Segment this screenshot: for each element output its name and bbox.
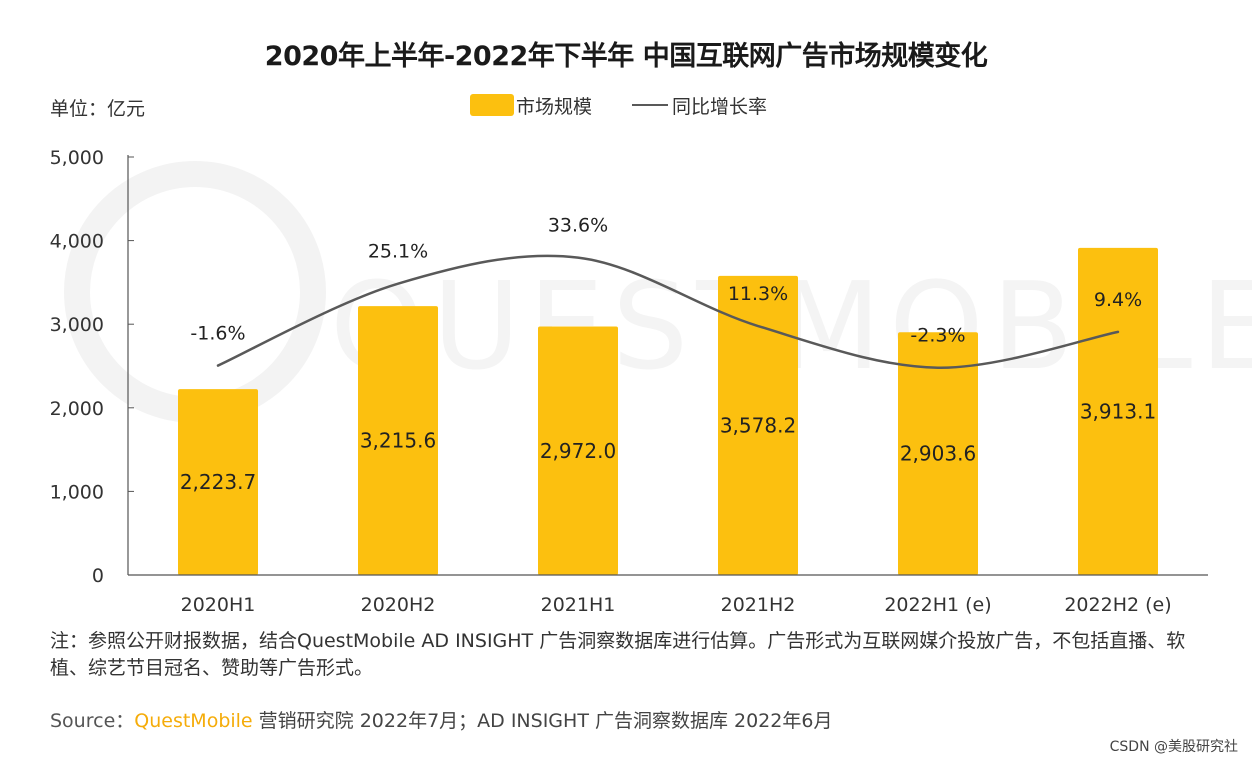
growth-value-label: -2.3%	[910, 325, 965, 347]
growth-value-label: 33.6%	[548, 215, 608, 237]
growth-value-label: -1.6%	[190, 323, 245, 345]
csdn-watermark: CSDN @美股研究社	[1109, 739, 1238, 755]
bar-value-label: 2,223.7	[180, 470, 256, 494]
chart-title: 2020年上半年-2022年下半年 中国互联网广告市场规模变化	[264, 41, 988, 72]
growth-value-label: 11.3%	[728, 283, 788, 305]
growth-line-series	[216, 254, 1120, 369]
source-text: 营销研究院 2022年7月；AD INSIGHT 广告洞察数据库 2022年6月	[252, 710, 833, 732]
x-tick-label: 2021H2	[721, 594, 796, 616]
bar-value-label: 3,215.6	[360, 429, 436, 453]
watermark-logo-ring	[64, 161, 326, 423]
y-tick-label: 4,000	[50, 231, 104, 253]
source-line: Source：QuestMobile 营销研究院 2022年7月；AD INSI…	[50, 706, 832, 733]
x-tick-label: 2020H1	[181, 594, 256, 616]
growth-value-label: 25.1%	[368, 241, 428, 263]
y-axis: 0 1,000 2,000 3,000 4,000 5,000	[50, 147, 134, 587]
bar	[1078, 247, 1158, 575]
growth-line	[216, 254, 1120, 369]
legend-bar-swatch	[470, 94, 514, 116]
bar-value-label: 3,578.2	[720, 413, 796, 437]
bar-value-label: 3,913.1	[1080, 399, 1156, 423]
bar	[898, 332, 978, 575]
watermark-group: QUESTMOBILE	[64, 161, 1252, 423]
y-tick-label: 5,000	[50, 147, 104, 169]
bar-series	[178, 247, 1158, 575]
x-axis: 2020H1 2020H2 2021H1 2021H2 2022H1 (e) 2022H2…	[128, 574, 1208, 616]
source-label: Source：	[50, 710, 135, 732]
growth-value-label: 9.4%	[1094, 289, 1142, 311]
bar	[178, 389, 258, 575]
bar	[358, 306, 438, 575]
bar-value-label: 2,903.6	[900, 442, 976, 466]
bar-value-label: 2,972.0	[540, 439, 616, 463]
x-tick-label: 2022H1 (e)	[884, 594, 991, 616]
x-tick-label: 2020H2	[361, 594, 436, 616]
data-labels: 2,223.7 3,215.6 2,972.0 3,578.2 2,903.6 3,913…	[180, 215, 1156, 494]
legend-line-swatch	[632, 104, 669, 106]
legend-line-label: 同比增长率	[672, 95, 768, 118]
y-tick-label: 3,000	[50, 314, 104, 336]
bar	[538, 326, 618, 575]
y-tick-label: 1,000	[50, 481, 104, 503]
source-brand: QuestMobile	[134, 710, 253, 732]
bar	[718, 275, 798, 575]
legend: 市场规模 同比增长率	[470, 92, 767, 118]
y-tick-label: 2,000	[50, 398, 104, 420]
footnote: 注：参照公开财报数据，结合QuestMobile AD INSIGHT 广告洞察…	[50, 630, 1186, 679]
x-tick-label: 2022H2 (e)	[1064, 594, 1171, 616]
legend-bar-label: 市场规模	[516, 95, 593, 118]
y-tick-label: 0	[92, 565, 104, 587]
x-tick-label: 2021H1	[541, 594, 616, 616]
unit-label: 单位：亿元	[50, 98, 146, 120]
